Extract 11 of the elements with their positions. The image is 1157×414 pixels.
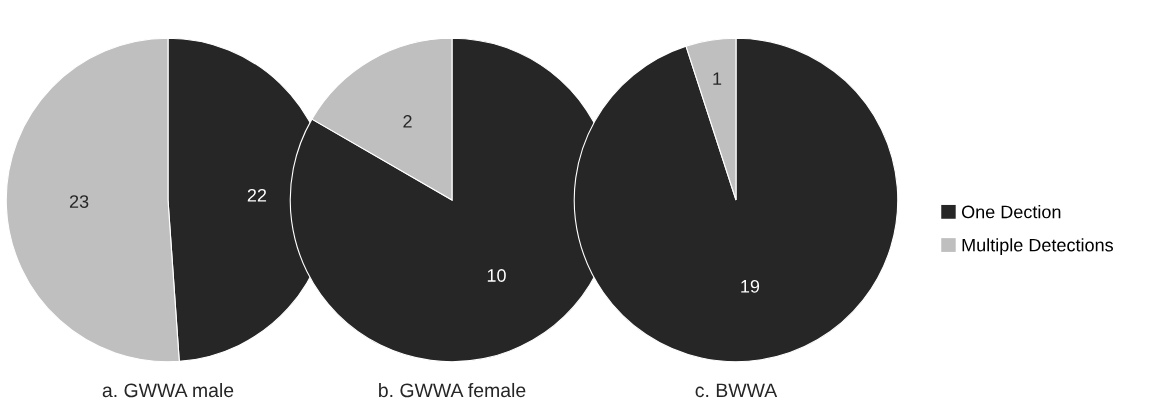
data-label: 1 [713,72,722,85]
text: a. GWWA male [102,382,234,398]
text: c. BWWA [695,383,778,398]
data-label: 22 [247,188,267,202]
data-label: 10 [487,269,506,282]
legend-label: Multiple Detections [962,238,1113,256]
text: b. GWWA female [379,382,526,398]
data-label: 23 [69,195,89,208]
legend-label: One Dection [961,205,1061,219]
data-label: 2 [403,115,412,128]
data-label: 19 [741,279,760,293]
